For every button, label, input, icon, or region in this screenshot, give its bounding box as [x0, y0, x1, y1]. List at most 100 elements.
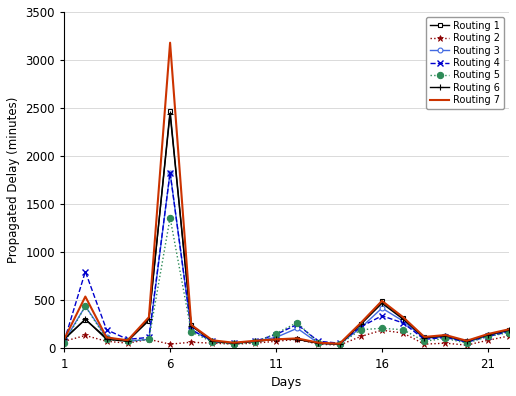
Routing 5	[506, 330, 512, 335]
Routing 2	[167, 342, 173, 346]
Routing 7	[167, 40, 173, 45]
Routing 6	[103, 337, 109, 342]
Routing 3	[273, 335, 279, 340]
Routing 3	[209, 339, 216, 344]
Routing 5	[146, 337, 152, 342]
Routing 3	[188, 327, 195, 332]
Routing 2	[61, 339, 67, 344]
Routing 4	[231, 341, 237, 346]
Routing 7	[463, 339, 470, 343]
Routing 2	[82, 333, 88, 338]
Routing 3	[294, 326, 300, 331]
Routing 6	[358, 322, 364, 327]
Routing 2	[273, 339, 279, 344]
Routing 7	[61, 337, 67, 342]
Routing 6	[294, 337, 300, 342]
Routing 6	[336, 342, 343, 346]
Routing 1	[252, 339, 258, 344]
Routing 4	[188, 327, 195, 332]
Routing 1	[146, 318, 152, 323]
Routing 2	[421, 342, 427, 346]
Line: Routing 6: Routing 6	[61, 111, 512, 347]
Routing 3	[336, 342, 343, 346]
Routing 5	[485, 334, 491, 339]
Routing 3	[358, 326, 364, 330]
Routing 2	[146, 337, 152, 342]
Routing 6	[252, 339, 258, 344]
Routing 4	[336, 341, 343, 346]
Routing 6	[61, 337, 67, 342]
Routing 5	[315, 341, 321, 346]
Routing 7	[125, 338, 131, 343]
Routing 7	[188, 322, 195, 327]
Routing 4	[315, 339, 321, 344]
Routing 1	[294, 337, 300, 342]
Routing 6	[315, 341, 321, 346]
Routing 3	[315, 341, 321, 346]
Routing 4	[463, 340, 470, 345]
Routing 1	[61, 337, 67, 341]
X-axis label: Days: Days	[271, 376, 302, 389]
Routing 2	[400, 331, 406, 335]
Y-axis label: Propagated Delay (minutes): Propagated Delay (minutes)	[7, 97, 20, 263]
Routing 3	[231, 341, 237, 346]
Routing 4	[103, 327, 109, 332]
Routing 5	[400, 327, 406, 332]
Routing 1	[463, 339, 470, 344]
Routing 6	[400, 317, 406, 322]
Routing 4	[379, 313, 385, 318]
Routing 5	[82, 304, 88, 308]
Routing 4	[209, 339, 216, 344]
Routing 2	[294, 337, 300, 342]
Routing 6	[146, 317, 152, 322]
Routing 3	[103, 335, 109, 340]
Routing 2	[336, 343, 343, 347]
Routing 2	[209, 341, 216, 346]
Routing 2	[485, 338, 491, 343]
Line: Routing 7: Routing 7	[64, 43, 509, 344]
Routing 5	[463, 341, 470, 346]
Routing 3	[61, 339, 67, 344]
Routing 3	[400, 319, 406, 324]
Routing 3	[442, 334, 448, 339]
Routing 5	[61, 341, 67, 346]
Routing 7	[273, 337, 279, 342]
Routing 5	[358, 327, 364, 332]
Routing 1	[231, 341, 237, 346]
Routing 1	[421, 335, 427, 340]
Routing 4	[294, 322, 300, 327]
Routing 6	[273, 337, 279, 342]
Routing 5	[421, 339, 427, 344]
Routing 2	[442, 341, 448, 346]
Routing 7	[103, 335, 109, 340]
Routing 4	[400, 321, 406, 326]
Routing 5	[336, 342, 343, 346]
Routing 4	[442, 335, 448, 340]
Routing 6	[125, 339, 131, 344]
Routing 4	[358, 324, 364, 329]
Routing 4	[125, 337, 131, 342]
Routing 4	[506, 329, 512, 334]
Routing 7	[506, 327, 512, 331]
Routing 6	[188, 324, 195, 328]
Routing 7	[442, 333, 448, 337]
Routing 4	[167, 170, 173, 175]
Routing 5	[125, 339, 131, 344]
Routing 5	[442, 336, 448, 341]
Routing 3	[463, 340, 470, 345]
Routing 7	[82, 294, 88, 299]
Routing 5	[188, 329, 195, 334]
Routing 4	[485, 334, 491, 339]
Routing 7	[358, 321, 364, 326]
Routing 7	[252, 339, 258, 343]
Routing 5	[379, 326, 385, 331]
Routing 4	[61, 339, 67, 344]
Routing 7	[231, 340, 237, 345]
Routing 1	[485, 332, 491, 337]
Routing 4	[273, 332, 279, 337]
Routing 1	[336, 342, 343, 346]
Line: Routing 4: Routing 4	[61, 170, 512, 346]
Line: Routing 3: Routing 3	[62, 170, 511, 346]
Routing 7	[315, 340, 321, 345]
Routing 7	[400, 315, 406, 320]
